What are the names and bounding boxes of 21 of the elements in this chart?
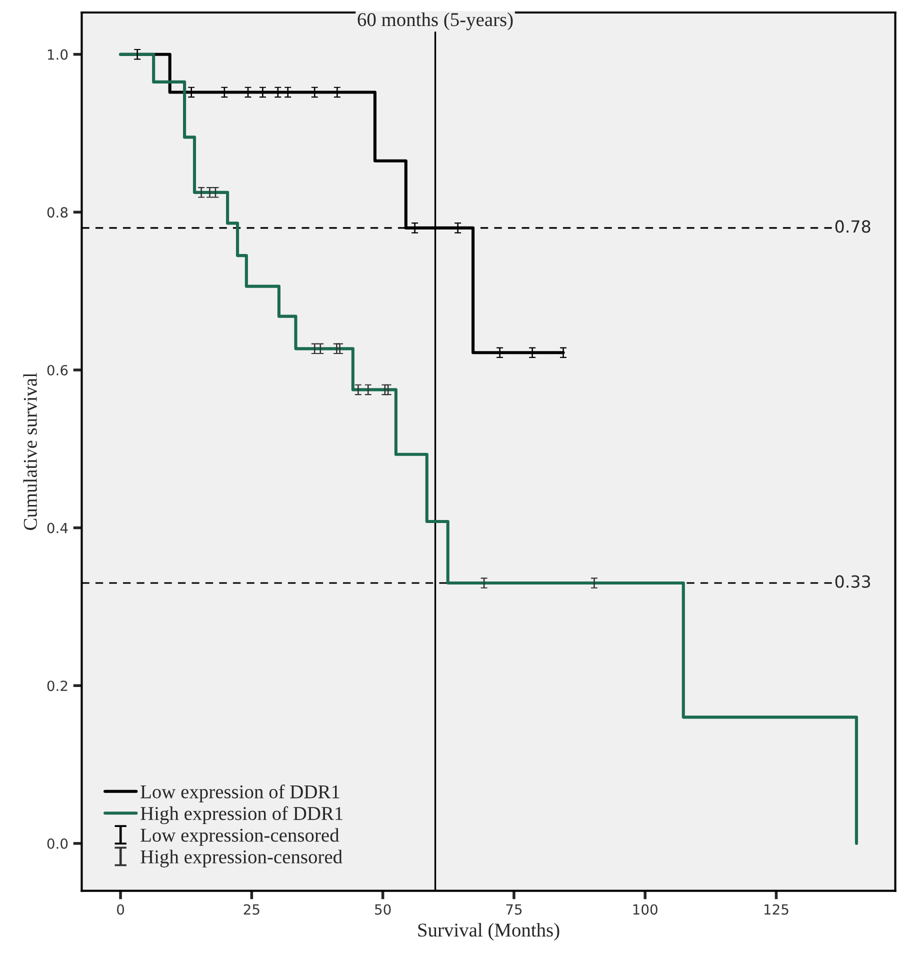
x-tick-label: 100 (633, 904, 658, 915)
y-tick-label: 0.2 (47, 680, 68, 692)
ref-line-label: 0.33 (835, 575, 870, 588)
legend-label: High expression of DDR1 (140, 806, 342, 824)
ref-line-label: 60 months (5-years) (358, 12, 513, 30)
legend-label: Low expression-censored (140, 828, 340, 846)
y-tick-label: 0.4 (47, 522, 68, 534)
y-tick-label: 0.6 (47, 364, 68, 376)
y-tick-label: 0.0 (47, 838, 68, 849)
ref-line-label: 0.78 (835, 220, 870, 233)
x-tick-label: 50 (375, 904, 391, 915)
y-axis-title: Cumulative survival (23, 372, 37, 530)
legend-label: Low expression of DDR1 (140, 784, 340, 802)
x-axis-title: Survival (Months) (418, 922, 560, 941)
x-tick-label: 0 (117, 904, 124, 915)
x-tick-label: 125 (764, 904, 788, 915)
legend-label: High expression-censored (140, 850, 342, 868)
x-tick-label: 75 (506, 904, 522, 915)
y-tick-label: 0.8 (47, 207, 68, 218)
x-tick-label: 25 (244, 904, 260, 915)
y-tick-label: 1.0 (48, 49, 68, 60)
